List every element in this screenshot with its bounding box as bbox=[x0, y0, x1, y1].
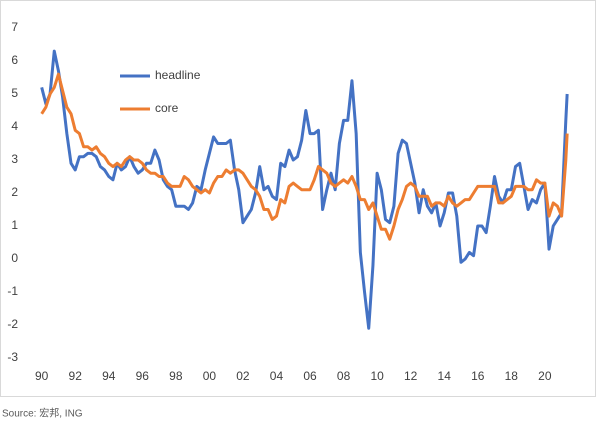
y-tick-label: 7 bbox=[11, 20, 18, 34]
x-tick-label: 14 bbox=[438, 369, 452, 383]
y-tick-label: 4 bbox=[11, 119, 18, 133]
x-tick-label: 12 bbox=[404, 369, 418, 383]
x-tick-label: 08 bbox=[337, 369, 351, 383]
line-core bbox=[40, 72, 569, 241]
x-tick-label: 00 bbox=[203, 369, 217, 383]
y-tick-label: 3 bbox=[11, 152, 18, 166]
y-tick-label: 2 bbox=[11, 185, 18, 199]
x-tick-label: 92 bbox=[69, 369, 83, 383]
y-tick-label: -1 bbox=[7, 284, 18, 298]
x-tick-label: 18 bbox=[505, 369, 519, 383]
x-tick-label: 04 bbox=[270, 369, 284, 383]
x-tick-label: 98 bbox=[169, 369, 183, 383]
x-tick-label: 94 bbox=[102, 369, 116, 383]
y-tick-label: 1 bbox=[11, 218, 18, 232]
x-tick-label: 10 bbox=[370, 369, 384, 383]
y-tick-label: 6 bbox=[11, 53, 18, 67]
source-note: Source: 宏邦, ING bbox=[2, 407, 83, 420]
legend-label: headline bbox=[155, 68, 201, 82]
y-tick-label: -2 bbox=[7, 317, 18, 331]
x-tick-label: 20 bbox=[538, 369, 552, 383]
legend-label: core bbox=[155, 101, 179, 115]
x-tick-label: 96 bbox=[136, 369, 150, 383]
y-tick-label: -3 bbox=[7, 350, 18, 364]
x-tick-label: 16 bbox=[471, 369, 485, 383]
y-tick-label: 5 bbox=[11, 86, 18, 100]
x-tick-label: 90 bbox=[35, 369, 49, 383]
y-tick-label: 0 bbox=[11, 251, 18, 265]
x-tick-label: 06 bbox=[303, 369, 317, 383]
x-tick-label: 02 bbox=[236, 369, 250, 383]
